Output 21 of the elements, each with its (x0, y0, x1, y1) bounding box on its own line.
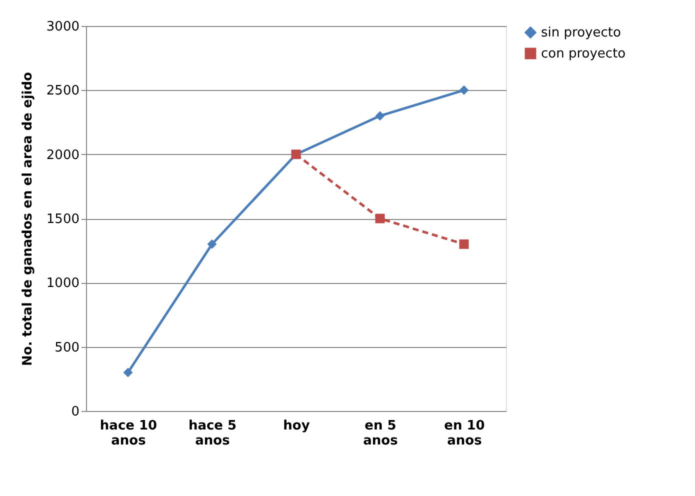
legend-label: con proyecto (541, 46, 626, 62)
x-tick-label: hace 10 anos (100, 418, 158, 448)
y-tick-label: 2500 (46, 84, 80, 99)
y-axis-title: No. total de ganados en el area de ejido (20, 72, 36, 366)
legend-label: sin proyecto (541, 26, 621, 40)
point (207, 239, 217, 249)
x-tick-label: en 5 anos (363, 418, 398, 448)
y-tick-label: 2000 (46, 148, 80, 163)
y-tick-label: 3000 (46, 20, 80, 34)
x-tick-label: hace 5 anos (188, 418, 237, 448)
y-tick-label: 1500 (46, 212, 80, 227)
x-tick-label: en 10 anos (444, 418, 485, 448)
y-tick-label: 500 (54, 340, 80, 356)
y-tick-label: 1000 (46, 276, 80, 292)
point (375, 214, 385, 224)
y-tick-label: 0 (71, 404, 80, 420)
point (459, 85, 469, 95)
x-tick-label: hoy (283, 418, 310, 434)
point (459, 239, 469, 249)
point (375, 111, 385, 121)
point (123, 368, 133, 378)
